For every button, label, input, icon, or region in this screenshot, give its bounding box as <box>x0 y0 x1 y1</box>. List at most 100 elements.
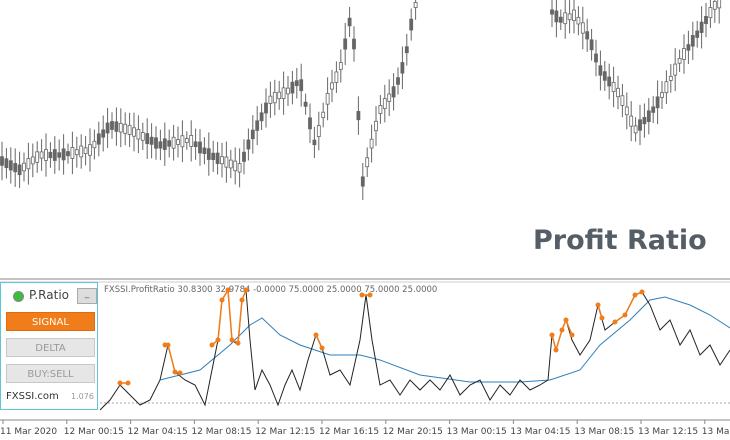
candle-body <box>8 160 13 171</box>
candle-body <box>237 163 242 173</box>
candle-body <box>360 176 365 187</box>
candle-body <box>347 17 352 27</box>
highlight-dot <box>239 297 245 303</box>
candle-body <box>567 13 572 21</box>
candle-body <box>712 1 717 10</box>
candle-body <box>686 44 691 51</box>
candle-body <box>717 0 722 9</box>
candle-body <box>382 98 387 109</box>
highlight-dot <box>219 297 225 303</box>
brand: FXSSI.com <box>6 391 59 402</box>
candle-body <box>580 22 585 34</box>
candle-body <box>0 156 4 166</box>
candle-body <box>378 105 383 114</box>
candle-body <box>690 35 695 47</box>
candle-body <box>149 136 154 145</box>
time-label: 12 Mar 04:15 <box>128 427 188 437</box>
candle-body <box>57 152 62 158</box>
candle-body <box>299 79 304 92</box>
candle-body <box>563 12 568 25</box>
highlight-dot <box>172 369 178 375</box>
highlight-dot <box>229 337 235 343</box>
candle-body <box>162 138 167 150</box>
candle-body <box>206 148 211 160</box>
candle-body <box>642 117 647 125</box>
candle-body <box>242 151 246 162</box>
candle-body <box>259 112 264 122</box>
candle-body <box>330 82 334 90</box>
candle-body <box>356 111 361 121</box>
highlight-dot <box>612 319 618 325</box>
candle-body <box>35 151 40 163</box>
highlight-dot <box>225 287 231 293</box>
candle-body <box>365 157 370 168</box>
candle-body <box>321 111 326 119</box>
highlight-dot <box>313 332 319 338</box>
candle-body <box>233 160 238 172</box>
candle-body <box>52 149 57 161</box>
candle-body <box>202 147 207 154</box>
candle-body <box>250 129 255 140</box>
candle-body <box>167 140 172 147</box>
highlight-dot <box>177 370 183 376</box>
candle-body <box>272 92 277 104</box>
candle-body <box>184 138 189 143</box>
candle-body <box>66 151 70 157</box>
candle-body <box>264 102 268 114</box>
candle-body <box>629 115 634 127</box>
candle-body <box>400 62 405 74</box>
highlight-dot <box>569 332 575 338</box>
panel-title: P.Ratio <box>29 288 69 302</box>
candle-body <box>13 163 18 173</box>
candle-body <box>215 152 220 164</box>
candle-body <box>594 53 598 63</box>
candle-body <box>682 48 686 60</box>
highlight-dot <box>639 289 645 295</box>
highlight-dot <box>215 337 221 343</box>
candle-body <box>176 139 180 145</box>
candle-body <box>660 92 664 98</box>
candle-body <box>224 156 229 168</box>
candle-body <box>48 151 53 159</box>
candle-body <box>140 132 145 141</box>
signal-button[interactable]: SIGNAL <box>6 312 95 331</box>
highlight-dot <box>549 332 555 338</box>
candle-body <box>290 81 295 94</box>
candle-body <box>664 81 669 94</box>
delta-button[interactable]: DELTA <box>6 338 95 357</box>
candle-body <box>312 139 317 146</box>
candle-body <box>132 127 136 137</box>
candle-body <box>4 158 9 169</box>
highlight-dot <box>599 315 605 321</box>
highlight-dot <box>117 380 123 386</box>
candle-body <box>695 30 700 38</box>
candle-body <box>105 122 110 134</box>
candle-body <box>180 135 185 148</box>
ratio-line <box>99 288 730 411</box>
candle-body <box>387 93 392 102</box>
candle-body <box>352 38 356 50</box>
candle-body <box>677 57 682 64</box>
time-label: 12 Mar 16:15 <box>319 427 379 437</box>
candle-body <box>404 46 409 54</box>
minimize-button[interactable]: _ <box>77 288 97 304</box>
highlight-line <box>211 287 247 346</box>
candle-body <box>110 121 114 130</box>
version: 1.076 <box>71 392 94 401</box>
candle-body <box>123 123 128 134</box>
candle-body <box>396 77 400 85</box>
candle-body <box>88 144 92 156</box>
candle-body <box>30 156 35 165</box>
highlight-dot <box>125 380 131 386</box>
time-label: 13 Mar 00:15 <box>447 427 507 437</box>
buysell-button[interactable]: BUY:SELL <box>6 364 95 383</box>
candle-body <box>325 93 330 105</box>
candle-body <box>246 139 251 150</box>
candle-body <box>74 149 79 156</box>
highlight-dot <box>559 327 565 333</box>
candle-body <box>409 18 414 31</box>
highlight-dot <box>319 345 325 351</box>
time-label: 13 Mar 12:15 <box>638 427 698 437</box>
time-label: 12 Mar 12:15 <box>255 427 315 437</box>
